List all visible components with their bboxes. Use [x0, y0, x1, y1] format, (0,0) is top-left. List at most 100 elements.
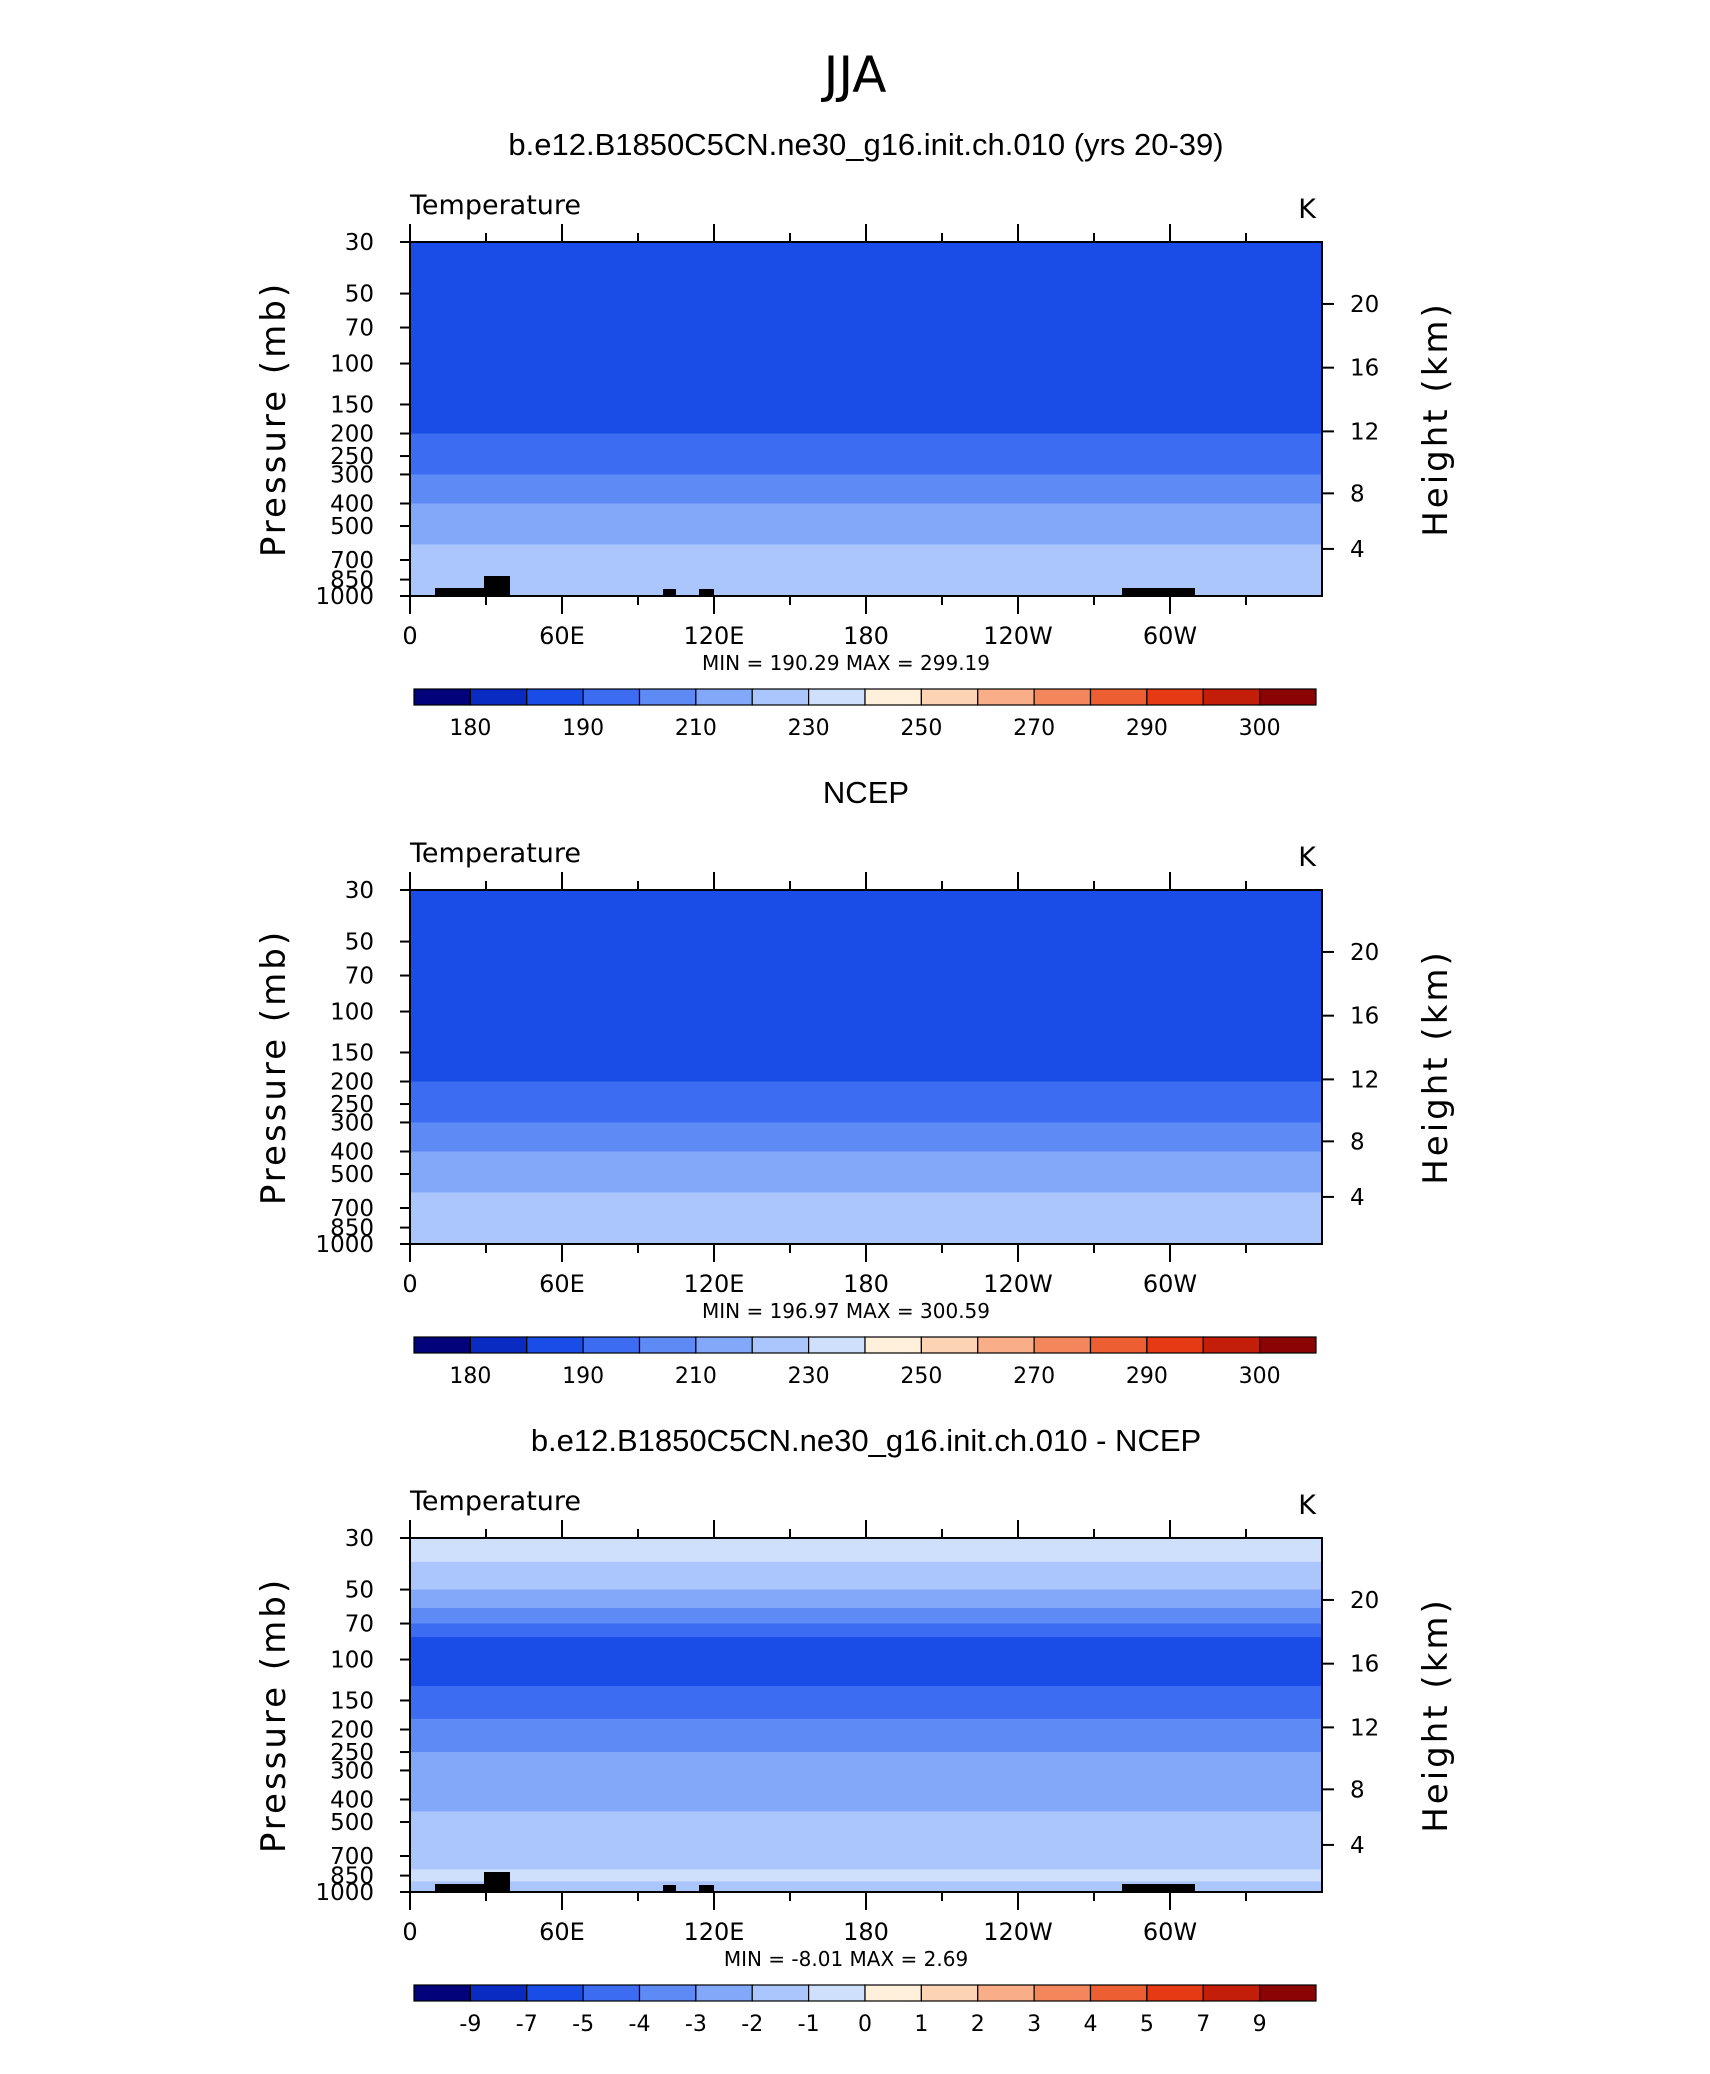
colorbar-label: 290 — [1126, 716, 1168, 741]
contour-band — [410, 1811, 1322, 1833]
y2-tick-label: 8 — [1350, 1129, 1365, 1155]
colorbar-box — [977, 1984, 1035, 2002]
y-tick-label: 70 — [345, 316, 374, 342]
colorbar-box — [469, 1336, 528, 1354]
topography-mask — [1122, 588, 1195, 596]
contour-band — [410, 1207, 1322, 1229]
colorbar-box — [695, 1336, 753, 1354]
contour-band — [410, 1151, 1322, 1175]
contour-band — [410, 1623, 1322, 1638]
colorbar-box — [808, 688, 866, 706]
contour-band — [410, 559, 1322, 581]
y2-tick-label: 4 — [1350, 1833, 1365, 1859]
colorbar-box — [638, 1336, 697, 1354]
y-tick-label: 250 — [330, 1740, 374, 1766]
contour-band — [410, 503, 1322, 527]
y2-axis-label: Height (km) — [1416, 301, 1456, 537]
panel-title: NCEP — [823, 775, 909, 810]
colorbar-label: 290 — [1126, 1364, 1168, 1389]
contour-band — [410, 1718, 1322, 1753]
contour-band — [410, 1855, 1322, 1871]
variable-label: Temperature — [409, 838, 581, 869]
y-tick-label: 100 — [330, 1648, 374, 1674]
x-tick-label: 60W — [1143, 622, 1197, 650]
contour-band — [410, 1831, 1322, 1857]
colorbar-box — [808, 1336, 866, 1354]
y2-tick-label: 4 — [1350, 537, 1365, 563]
y-tick-label: 50 — [345, 930, 374, 956]
contour-band — [410, 1607, 1322, 1625]
colorbar-box — [1033, 1984, 1092, 2002]
colorbar-label: 9 — [1253, 2012, 1267, 2037]
topography-mask — [699, 589, 714, 596]
colorbar-box — [413, 1336, 471, 1354]
colorbar-box — [751, 1336, 810, 1354]
y-tick-label: 70 — [345, 1612, 374, 1638]
y-tick-label: 700 — [330, 548, 374, 574]
topography-mask — [484, 1872, 510, 1892]
colorbar-box — [413, 688, 471, 706]
contour-band — [410, 1052, 1322, 1083]
contour-band — [410, 390, 1322, 406]
units-label: K — [1298, 842, 1317, 873]
y-tick-label: 150 — [330, 1040, 374, 1066]
topography-mask — [663, 589, 676, 596]
y2-tick-label: 20 — [1350, 292, 1379, 318]
min-max-stats: MIN = 190.29 MAX = 299.19 — [702, 651, 990, 675]
colorbar-box — [1146, 1984, 1204, 2002]
min-max-stats: MIN = 196.97 MAX = 300.59 — [702, 1299, 990, 1323]
colorbar-box — [1202, 688, 1261, 706]
y-tick-label: 400 — [330, 1139, 374, 1165]
colorbar-label: 250 — [900, 1364, 942, 1389]
y-tick-label: 300 — [330, 462, 374, 488]
colorbar-box — [526, 688, 584, 706]
y-tick-label: 100 — [330, 352, 374, 378]
y2-tick-label: 16 — [1350, 356, 1379, 382]
contour-band — [410, 1227, 1322, 1245]
contour-band — [410, 1192, 1322, 1209]
y2-axis-label: Height (km) — [1416, 949, 1456, 1185]
colorbar-box — [1202, 1984, 1261, 2002]
colorbar-box — [1033, 1336, 1092, 1354]
x-tick-label: 120W — [983, 622, 1053, 650]
chart-panel-2: NCEP Temperature K 0 60E 120E 180 120W 60W 30 50 70… — [254, 775, 1456, 1389]
x-tick-label: 120E — [684, 1918, 745, 1946]
y-tick-label: 200 — [330, 1718, 374, 1744]
x-tick-label: 60E — [539, 622, 585, 650]
contour-band — [410, 1538, 1322, 1563]
contour-band — [410, 1752, 1322, 1812]
y2-tick-label: 12 — [1350, 1715, 1379, 1741]
y-tick-label: 400 — [330, 491, 374, 517]
contour-band — [410, 579, 1322, 597]
topography-mask — [435, 1884, 510, 1892]
y-tick-label: 850 — [330, 1864, 374, 1890]
units-label: K — [1298, 194, 1317, 225]
contour-band — [410, 1138, 1322, 1153]
y2-tick-label: 20 — [1350, 1588, 1379, 1614]
colorbar-label: -1 — [798, 2012, 820, 2037]
x-tick-label: 180 — [843, 622, 889, 650]
colorbar-box — [413, 1984, 471, 2002]
colorbar-box — [751, 688, 810, 706]
topography-mask — [484, 576, 510, 596]
contour-band — [410, 1081, 1322, 1105]
contour-band — [410, 1122, 1322, 1139]
y-tick-label: 250 — [330, 1092, 374, 1118]
contour-band — [410, 544, 1322, 561]
y2-tick-label: 12 — [1350, 1067, 1379, 1093]
colorbar-box — [582, 1984, 641, 2002]
colorbar-label: -7 — [516, 2012, 538, 2037]
y-tick-label: 400 — [330, 1787, 374, 1813]
colorbar-box — [638, 1984, 697, 2002]
x-tick-label: 60E — [539, 1918, 585, 1946]
colorbar-label: 180 — [449, 716, 491, 741]
contour-band — [410, 1104, 1322, 1124]
y-tick-label: 200 — [330, 1070, 374, 1096]
colorbar-label: 300 — [1239, 1364, 1281, 1389]
x-tick-label: 60E — [539, 1270, 585, 1298]
contour-band — [410, 1637, 1322, 1687]
colorbar-box — [526, 1984, 584, 2002]
colorbar-label: -9 — [459, 2012, 481, 2037]
y-axis-label: Pressure (mb) — [254, 1577, 294, 1853]
variable-label: Temperature — [409, 1486, 581, 1517]
